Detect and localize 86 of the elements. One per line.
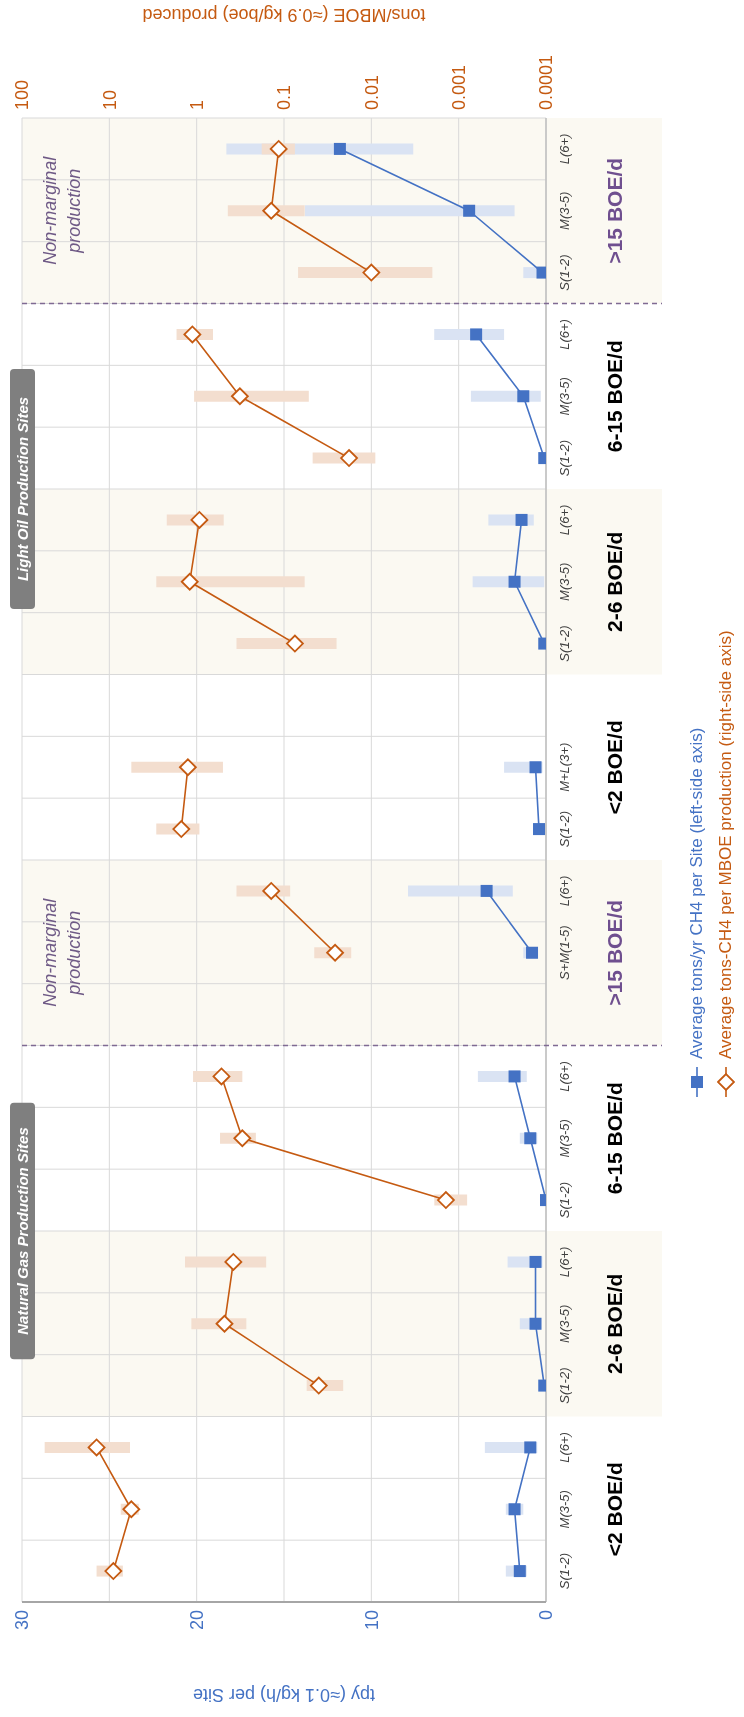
point [437,1191,455,1209]
text: <2 BOE/d [603,1462,626,1557]
x2-tick-label: 1 [187,99,208,110]
point [463,204,476,217]
y-tick-label: L(6+) [557,319,573,350]
text: Average tons/yr CH4 per Site (left-side axis) [686,727,707,1059]
point [215,1314,234,1333]
point [508,575,521,588]
y-tick-label: M(3-5) [557,1490,573,1529]
x2-tick-label: 0.01 [361,74,382,110]
y-tick-label: S(1-2) [557,1553,573,1590]
y-tick-label: M(3-5) [557,562,573,601]
y-tick-label: S(1-2) [557,811,573,848]
point [513,1565,526,1578]
text: >15 BOE/d [603,899,626,1006]
y-tick-label: L(6+) [557,1246,573,1278]
y-tick-label: S(1-2) [557,1182,573,1219]
y-tick-label: L(6+) [557,504,573,536]
x2-tick-label: 0.1 [274,84,295,110]
annotation: Light Oil Production Sites [14,396,31,582]
y-tick-label: L(6+) [557,1061,573,1092]
point [508,1070,521,1083]
point [230,387,249,406]
point [122,1500,141,1519]
y-tick-label: L(6+) [557,875,573,907]
point [212,1067,231,1086]
x2-tick-label: 0.001 [449,64,470,110]
point [326,943,344,962]
point [183,325,202,344]
y-tick-label: M(3-5) [557,377,573,416]
text: >15 BOE/d [603,157,626,264]
x-tick-label: 30 [12,1610,33,1631]
y-tick-label: S(1-2) [557,254,573,291]
point [524,1441,537,1454]
point [529,1255,542,1268]
y-tick-label: S+M(1-5) [557,925,573,981]
point [529,761,542,774]
point [515,513,528,526]
y-tick-label: S(1-2) [557,440,573,477]
x-tick-label: 0 [536,1610,557,1621]
y-tick-label: M+L(3+) [557,742,573,792]
point [340,449,358,467]
point [87,1438,106,1457]
x-axis-title: tpy (≈0.1 kg/h) per Site [193,1684,375,1705]
point [104,1562,123,1580]
x2-tick-label: 0.0001 [536,54,557,110]
y-tick-label: S(1-2) [557,1367,573,1404]
point [269,140,288,158]
x2-tick-label: 10 [99,89,120,110]
text: <2 BOE/d [603,720,626,815]
x2-tick-label: 100 [12,79,33,110]
point [470,328,483,341]
point [480,884,493,897]
point [517,390,530,403]
point [190,511,209,529]
annotation: Non-marginal production [40,155,84,265]
x-tick-label: 10 [361,1610,382,1631]
point [262,201,281,220]
point [309,1376,328,1395]
point [224,1253,243,1271]
point [262,882,281,900]
point [529,1317,542,1330]
x-tick-label: 20 [187,1610,208,1631]
point [179,758,197,777]
x2-axis-title: tons/MBOE (≈0.9 kg/boe) produced [142,4,426,25]
point [233,1129,252,1148]
point [172,820,191,838]
y-tick-label: S(1-2) [557,625,573,662]
y-tick-label: M(3-5) [557,1119,573,1158]
y-tick-label: L(6+) [557,1432,573,1463]
text: Average tons-CH4 per MBOE production (right-side axis) [715,630,736,1059]
point [524,1132,537,1145]
text: 2-6 BOE/d [603,1273,626,1374]
y-tick-label: L(6+) [557,133,573,165]
y-tick-label: M(3-5) [557,191,573,230]
text: 6-15 BOE/d [603,340,626,453]
point [180,572,199,591]
point [286,634,304,653]
y-tick-label: M(3-5) [557,1304,573,1343]
text: 2-6 BOE/d [603,531,626,632]
point [362,263,381,282]
point [333,142,346,155]
text: 6-15 BOE/d [603,1082,626,1195]
annotation: Non-marginal production [40,897,84,1007]
point [536,266,546,279]
annotation: Natural Gas Production Sites [14,1127,31,1335]
